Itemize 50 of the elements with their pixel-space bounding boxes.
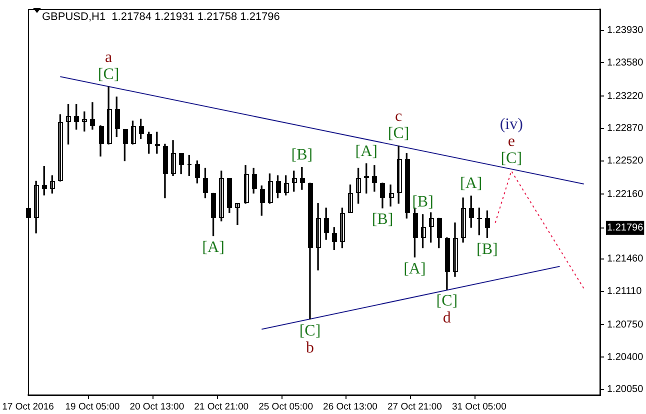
candlestick	[90, 102, 95, 130]
y-tick-label: 1.23220	[607, 90, 644, 102]
y-tick-label: 1.21110	[607, 286, 642, 298]
annotation: [C]	[98, 66, 120, 83]
annotation: b	[306, 339, 314, 356]
y-tick-label: 1.23580	[607, 57, 644, 68]
annotation: d	[442, 310, 451, 327]
candlestick	[107, 86, 112, 144]
y-tick-label: 1.22520	[607, 156, 644, 167]
y-tick-label: 1.21460	[607, 254, 644, 265]
y-tick-label: 1.22160	[607, 188, 644, 200]
x-tick-label: 26 Oct 13:00	[323, 401, 378, 412]
annotation: [B]	[476, 240, 498, 258]
y-tick-label: 1.20750	[607, 319, 644, 330]
annotation: [A]	[355, 142, 378, 160]
annotation: [B]	[412, 194, 434, 211]
candlestick	[453, 222, 458, 277]
annotation: [C]	[500, 150, 522, 168]
annotation: a	[105, 48, 112, 66]
x-tick-label: 17 Oct 2016	[2, 401, 54, 412]
candlestick	[244, 165, 249, 204]
candlestick	[34, 180, 39, 234]
x-tick-label: 25 Oct 05:00	[258, 401, 314, 412]
x-tick-label: 31 Oct 05:00	[452, 401, 506, 412]
y-tick-label: 1.20050	[607, 384, 644, 396]
annotation: [A]	[202, 238, 224, 256]
annotation: [C]	[388, 125, 410, 142]
x-tick-label: 20 Oct 13:00	[130, 401, 184, 412]
annotation: (iv)	[500, 116, 523, 134]
candlestick	[171, 140, 176, 176]
annotation: [A]	[404, 260, 426, 278]
candlestick	[461, 198, 466, 243]
y-tick-label: 1.20400	[607, 352, 644, 363]
annotation: [B]	[291, 146, 313, 164]
candlestick	[316, 203, 321, 270]
chart-title: GBPUSD,H1 1.21784 1.21931 1.21758 1.21796	[42, 11, 280, 24]
candlestick	[389, 184, 394, 206]
x-tick-label: 27 Oct 21:00	[388, 401, 442, 412]
annotation: [C]	[299, 322, 321, 340]
annotation: c	[395, 108, 402, 126]
annotation: [A]	[460, 175, 482, 192]
x-tick-label: 19 Oct 05:00	[65, 401, 120, 412]
x-tick-label: 21 Oct 21:00	[194, 401, 249, 412]
annotation: [B]	[372, 211, 394, 228]
y-tick-label: 1.21796	[607, 222, 644, 234]
annotation: [C]	[436, 292, 458, 310]
candlestick	[235, 203, 240, 226]
annotation: e	[508, 133, 515, 150]
y-tick-label: 1.23930	[607, 25, 644, 36]
y-tick-label: 1.22870	[607, 123, 644, 134]
